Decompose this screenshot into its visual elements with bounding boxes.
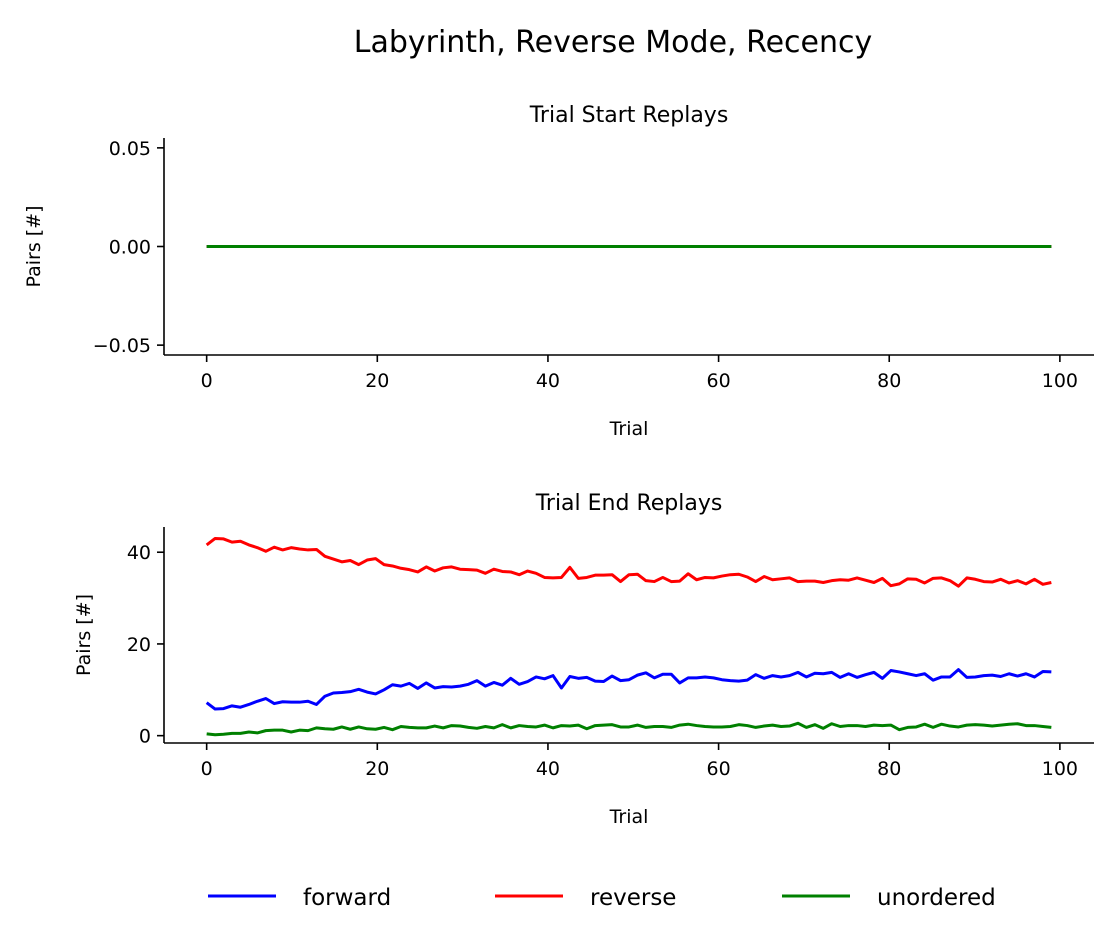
series-line-reverse	[205, 536, 1052, 588]
series-line-unordered	[206, 721, 1052, 737]
x-axis-label: Trial	[609, 806, 649, 828]
x-tick-label: 40	[536, 370, 560, 392]
y-axis-label: Pairs [#]	[73, 594, 95, 676]
legend-label-reverse: reverse	[590, 885, 676, 911]
x-tick-label: 0	[201, 758, 213, 780]
x-tick-label: 60	[706, 370, 730, 392]
y-tick-label: 20	[127, 634, 151, 656]
y-axis-label: Pairs [#]	[23, 205, 45, 287]
trial-end-replays-plot: Trial End Replays 0 20 40 60 80 100 40 20 0 Trial P…	[73, 491, 1094, 828]
y-tick-label: 0.00	[109, 237, 151, 259]
x-tick-label: 100	[1042, 370, 1078, 392]
plot-title: Trial End Replays	[535, 491, 723, 516]
legend: forward reverse unordered	[208, 885, 996, 911]
x-tick-label: 80	[877, 370, 901, 392]
x-tick-label: 0	[201, 370, 213, 392]
y-tick-label: 0.05	[109, 138, 151, 160]
x-tick-label: 20	[365, 758, 389, 780]
x-tick-label: 40	[536, 758, 560, 780]
plot-title: Trial Start Replays	[529, 103, 729, 128]
trial-start-replays-plot: Trial Start Replays 0 20 40 60 80 100 0.05 0.00 −…	[23, 103, 1094, 440]
x-tick-label: 80	[877, 758, 901, 780]
x-tick-label: 20	[365, 370, 389, 392]
x-tick-label: 60	[706, 758, 730, 780]
y-tick-label: −0.05	[93, 335, 151, 357]
y-tick-label: 40	[127, 542, 151, 564]
legend-label-unordered: unordered	[877, 885, 996, 911]
x-axis-label: Trial	[609, 418, 649, 440]
x-tick-label: 100	[1042, 758, 1078, 780]
y-tick-label: 0	[139, 726, 151, 748]
figure-title: Labyrinth, Reverse Mode, Recency	[354, 25, 873, 60]
series-line-forward	[205, 668, 1052, 711]
legend-label-forward: forward	[303, 885, 391, 911]
